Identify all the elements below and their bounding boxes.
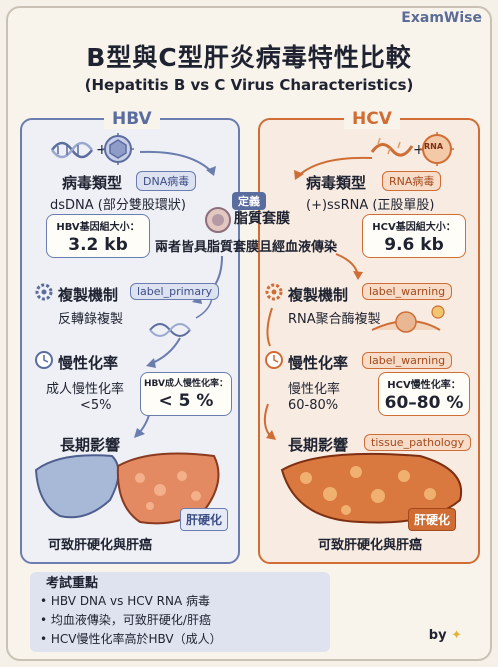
hcv-rna-icon-label: RNA <box>424 142 444 151</box>
rna-polymerase-icon <box>371 305 445 333</box>
hcv-virus-icon <box>420 132 454 166</box>
hcv-genome-size-value: 9.6 kb <box>384 235 444 255</box>
arrow-hbv-to-center <box>139 150 213 173</box>
hbv-clock-icon <box>35 351 53 369</box>
hcv-cirrhosis-badge: 肝硬化 <box>408 508 457 531</box>
hbv-genome-desc: dsDNA (部分雙股環狀) <box>50 198 186 213</box>
rna-strand-icon <box>370 137 414 157</box>
summary-list: HBV DNA vs HCV RNA 病毒 均血液傳染，可致肝硬化/肝癌 HCV… <box>40 592 222 649</box>
hcv-genome-size-box: HCV基因組大小： 9.6 kb <box>362 214 466 258</box>
hbv-genome-size-label: HBV基因組大小： <box>56 222 140 233</box>
hbv-genome-size-value: 3.2 kb <box>68 235 128 255</box>
hbv-cirrhotic-liver-icon <box>116 452 220 525</box>
healthy-liver-icon <box>34 454 120 519</box>
hbv-gear-icon <box>35 283 53 301</box>
hbv-virus-icon <box>102 133 134 165</box>
hcv-chronic-value: 60-80% <box>288 398 339 413</box>
hbv-longterm-title: 長期影響 <box>60 436 121 454</box>
summary-title: 考試重點 <box>46 576 99 591</box>
hcv-chronic-tag: label_warning <box>362 352 453 369</box>
hcv-virus-type-tag: RNA病毒 <box>382 171 442 191</box>
hcv-longterm-title: 長期影響 <box>288 436 349 454</box>
hcv-replication-tag: label_warning <box>362 283 453 300</box>
shared-title: 脂質套膜 <box>234 211 290 227</box>
hcv-virus-type-title: 病毒類型 <box>306 174 367 192</box>
page-title: B型與C型肝炎病毒特性比較 <box>86 43 412 72</box>
byline: by ✦ <box>429 628 462 643</box>
hbv-chronic-value: <5% <box>80 398 112 413</box>
summary-item: 均血液傳染，可致肝硬化/肝癌 <box>40 611 222 630</box>
hbv-replication-desc: 反轉錄複製 <box>58 312 124 327</box>
lipid-envelope-icon <box>205 207 231 233</box>
hcv-header: HCV <box>344 109 400 129</box>
hbv-chronic-label: 成人慢性化率 <box>46 382 125 397</box>
hcv-longterm-tag: tissue_pathology <box>364 434 472 451</box>
hbv-chronic-box-value: < 5 % <box>158 391 214 411</box>
hbv-replication-title: 複製機制 <box>58 286 119 304</box>
hcv-clock-icon <box>265 351 283 369</box>
dna-helix-icon <box>50 141 94 159</box>
author-mark-icon: ✦ <box>451 628 462 643</box>
svg-text:+: + <box>96 142 108 158</box>
hcv-chronic-label: 慢性化率 <box>288 382 341 397</box>
svg-text:+: + <box>413 142 425 158</box>
hbv-chronic-box-label: HBV成人慢性化率： <box>144 379 228 389</box>
hcv-outcome: 可致肝硬化與肝癌 <box>318 538 423 553</box>
hbv-cirrhosis-badge: 肝硬化 <box>180 508 229 531</box>
hcv-chronic-box-label: HCV慢性化率： <box>387 380 461 391</box>
brand-label: ExamWise <box>401 10 482 26</box>
hbv-chronic-box: HBV成人慢性化率： < 5 % <box>140 372 232 416</box>
arrow-hcv-to-center <box>297 156 373 177</box>
summary-item: HCV慢性化率高於HBV（成人） <box>40 630 222 649</box>
hcv-chronic-box: HCV慢性化率： 60–80 % <box>378 372 470 416</box>
reverse-transcription-icon <box>149 297 213 337</box>
hbv-header: HBV <box>104 109 160 129</box>
shared-desc: 兩者皆具脂質套膜且經血液傳染 <box>155 240 338 255</box>
hcv-replication-desc: RNA聚合酶複製 <box>288 312 381 327</box>
page-subtitle: (Hepatitis B vs C Virus Characteristics) <box>84 76 414 94</box>
shared-definition-tag: 定義 <box>232 192 266 210</box>
hcv-replication-title: 複製機制 <box>288 286 349 304</box>
byline-text: by <box>428 628 447 643</box>
hcv-chronic-title: 慢性化率 <box>288 354 349 372</box>
hbv-virus-type-title: 病毒類型 <box>62 174 123 192</box>
hcv-genome-desc: (+)ssRNA (正股單股) <box>306 198 435 213</box>
hcv-cirrhotic-liver-icon <box>280 452 463 524</box>
summary-item: HBV DNA vs HCV RNA 病毒 <box>40 592 222 611</box>
hbv-virus-type-tag: DNA病毒 <box>136 171 197 191</box>
hbv-chronic-title: 慢性化率 <box>58 354 119 372</box>
hbv-replication-tag: label_primary <box>130 283 220 300</box>
hcv-gear-icon <box>265 283 283 301</box>
hbv-outcome: 可致肝硬化與肝癌 <box>48 538 153 553</box>
hcv-chronic-box-value: 60–80 % <box>384 393 464 413</box>
hcv-genome-size-label: HCV基因組大小： <box>372 222 456 233</box>
hbv-genome-size-box: HBV基因組大小： 3.2 kb <box>46 214 150 258</box>
